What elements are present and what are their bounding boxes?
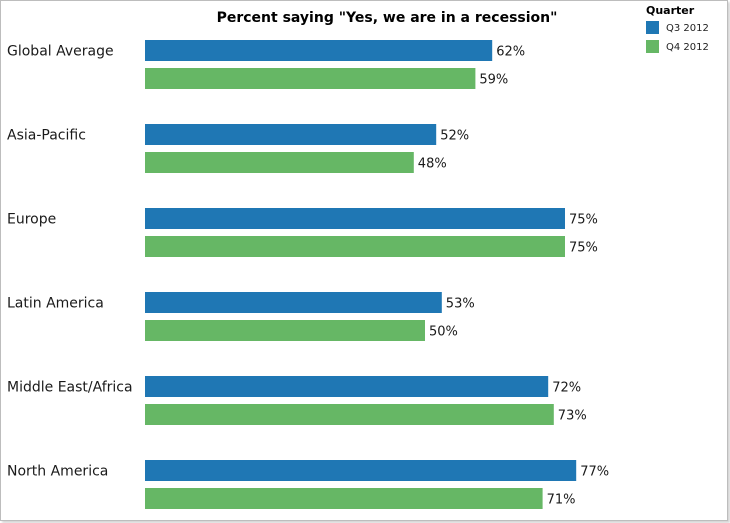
- value-label-asia-pacific-q3-2012: 52%: [440, 129, 469, 144]
- category-label-middle-east-africa: Middle East/Africa: [7, 380, 133, 396]
- value-label-global-average-q4-2012: 59%: [479, 73, 508, 88]
- bars-group: Global Average 62% 59% Asia-Pacific 52% 48% Eu…: [7, 40, 609, 509]
- category-label-latin-america: Latin America: [7, 296, 104, 312]
- value-label-latin-america-q3-2012: 53%: [446, 297, 475, 312]
- bar-middle-east-africa-q4-2012: [145, 404, 554, 425]
- bar-latin-america-q4-2012: [145, 320, 425, 341]
- value-label-middle-east-africa-q4-2012: 73%: [558, 409, 587, 424]
- chart-title: Percent saying "Yes, we are in a recessi…: [217, 10, 558, 26]
- bar-europe-q3-2012: [145, 208, 565, 229]
- bar-global-average-q4-2012: [145, 68, 476, 89]
- value-label-europe-q3-2012: 75%: [569, 213, 598, 228]
- value-label-latin-america-q4-2012: 50%: [429, 325, 458, 340]
- category-label-global-average: Global Average: [7, 44, 114, 60]
- bar-north-america-q3-2012: [145, 460, 577, 481]
- bar-latin-america-q3-2012: [145, 292, 442, 313]
- legend-swatch-q4-2012: [646, 40, 659, 53]
- value-label-global-average-q3-2012: 62%: [496, 45, 525, 60]
- legend-swatch-q3-2012: [646, 21, 659, 34]
- bar-north-america-q4-2012: [145, 488, 543, 509]
- legend-label-q4-2012: Q4 2012: [666, 42, 709, 53]
- value-label-north-america-q3-2012: 77%: [580, 465, 609, 480]
- legend: Quarter Q3 2012 Q4 2012: [646, 4, 709, 53]
- value-label-middle-east-africa-q3-2012: 72%: [552, 381, 581, 396]
- bar-asia-pacific-q3-2012: [145, 124, 437, 145]
- value-label-asia-pacific-q4-2012: 48%: [418, 157, 447, 172]
- legend-title: Quarter: [646, 4, 695, 17]
- bar-asia-pacific-q4-2012: [145, 152, 414, 173]
- value-label-north-america-q4-2012: 71%: [547, 493, 576, 508]
- bar-middle-east-africa-q3-2012: [145, 376, 549, 397]
- category-label-asia-pacific: Asia-Pacific: [7, 128, 86, 144]
- legend-label-q3-2012: Q3 2012: [666, 23, 709, 34]
- bar-europe-q4-2012: [145, 236, 565, 257]
- category-label-north-america: North America: [7, 464, 108, 480]
- category-label-europe: Europe: [7, 212, 56, 228]
- bar-global-average-q3-2012: [145, 40, 493, 61]
- value-label-europe-q4-2012: 75%: [569, 241, 598, 256]
